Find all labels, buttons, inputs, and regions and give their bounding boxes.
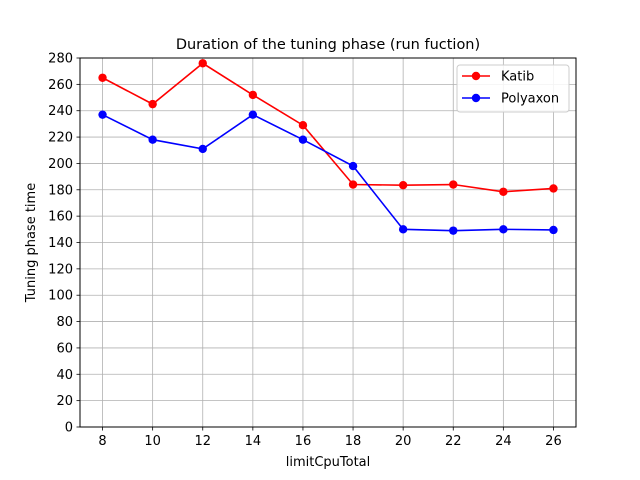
y-tick-label: 140 bbox=[48, 236, 73, 251]
y-tick-label: 80 bbox=[56, 315, 73, 330]
data-point-polyaxon bbox=[198, 144, 207, 154]
y-tick-label: 260 bbox=[48, 78, 73, 93]
x-tick-label: 18 bbox=[345, 434, 362, 449]
x-axis-ticks: 8 10 12 14 16 18 20 22 24 26 bbox=[98, 427, 562, 449]
series-katib bbox=[98, 59, 558, 196]
data-point-katib bbox=[248, 90, 258, 100]
data-point-polyaxon bbox=[348, 161, 358, 171]
data-point-polyaxon bbox=[148, 135, 157, 144]
y-tick-label: 60 bbox=[56, 341, 73, 356]
x-tick-label: 8 bbox=[98, 434, 106, 449]
x-tick-label: 16 bbox=[295, 434, 312, 449]
data-point-katib bbox=[348, 180, 358, 189]
data-point-polyaxon bbox=[499, 225, 508, 234]
y-tick-label: 20 bbox=[56, 394, 73, 409]
data-point-polyaxon bbox=[248, 110, 258, 119]
legend-label-katib: Katib bbox=[501, 70, 534, 85]
y-axis-ticks: 0 20 40 60 80 100 120 140 160 180 200 220 240 260 280 bbox=[48, 52, 80, 436]
y-tick-label: 100 bbox=[48, 289, 73, 304]
series-line-polyaxon bbox=[102, 113, 554, 232]
x-tick-label: 22 bbox=[445, 434, 462, 449]
grid-lines bbox=[80, 57, 576, 428]
x-tick-label: 20 bbox=[395, 434, 412, 449]
legend-label-polyaxon: Polyaxon bbox=[501, 92, 559, 107]
series-polyaxon bbox=[98, 110, 558, 235]
x-tick-label: 24 bbox=[495, 434, 512, 449]
data-point-katib bbox=[398, 180, 408, 190]
x-tick-label: 10 bbox=[144, 434, 161, 449]
legend-marker-polyaxon bbox=[471, 93, 481, 103]
series-line-katib bbox=[102, 62, 554, 193]
series-layer bbox=[98, 59, 558, 235]
data-point-katib bbox=[198, 59, 207, 68]
y-tick-label: 280 bbox=[48, 52, 73, 67]
legend: Katib Polyaxon bbox=[456, 64, 570, 113]
data-point-katib bbox=[148, 99, 157, 109]
data-point-katib bbox=[499, 187, 508, 196]
chart-title: Duration of the tuning phase (run fuctio… bbox=[176, 37, 480, 53]
y-axis-title: Tuning phase time bbox=[24, 183, 39, 303]
x-tick-label: 26 bbox=[545, 434, 562, 449]
y-tick-label: 200 bbox=[48, 157, 73, 172]
y-tick-label: 160 bbox=[48, 210, 73, 225]
data-point-polyaxon bbox=[298, 135, 308, 144]
data-point-polyaxon bbox=[549, 225, 558, 235]
x-tick-label: 14 bbox=[245, 434, 262, 449]
data-point-katib bbox=[449, 180, 458, 189]
y-tick-label: 240 bbox=[48, 104, 73, 119]
data-point-katib bbox=[298, 121, 308, 130]
data-point-polyaxon bbox=[398, 225, 408, 234]
y-tick-label: 220 bbox=[48, 131, 73, 146]
y-tick-label: 180 bbox=[48, 183, 73, 198]
data-point-katib bbox=[549, 184, 558, 193]
y-tick-label: 120 bbox=[48, 262, 73, 277]
x-tick-label: 12 bbox=[194, 434, 211, 449]
y-tick-label: 0 bbox=[65, 421, 73, 436]
x-axis-title: limitCpuTotal bbox=[286, 455, 371, 470]
data-point-polyaxon bbox=[449, 226, 458, 235]
y-tick-label: 40 bbox=[56, 368, 73, 383]
legend-marker-katib bbox=[471, 71, 481, 81]
data-point-polyaxon bbox=[98, 110, 107, 119]
data-point-katib bbox=[98, 73, 107, 82]
